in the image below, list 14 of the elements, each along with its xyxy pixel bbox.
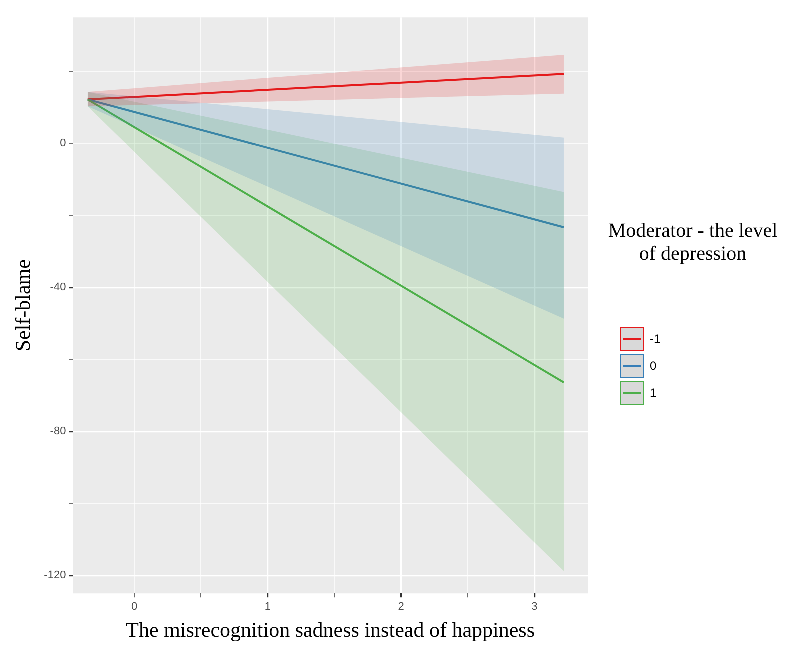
y-tick-label: -40: [50, 282, 66, 294]
legend-label: 1: [650, 386, 657, 400]
y-axis-title: Self-blame: [11, 260, 36, 352]
y-tick-label: -80: [50, 426, 66, 438]
legend-label: 0: [650, 359, 657, 373]
legend-label: -1: [650, 332, 661, 346]
x-tick-label: 1: [264, 601, 271, 614]
x-tick-label: 3: [532, 601, 538, 614]
y-tick-label: -120: [44, 570, 66, 582]
legend-title: Moderator - the level of depression: [607, 220, 779, 266]
y-tick-label: 0: [60, 138, 66, 150]
x-axis-title: The misrecognition sadness instead of happiness: [126, 618, 536, 642]
x-tick-label: 0: [132, 601, 138, 614]
x-tick-label: 2: [398, 601, 404, 614]
